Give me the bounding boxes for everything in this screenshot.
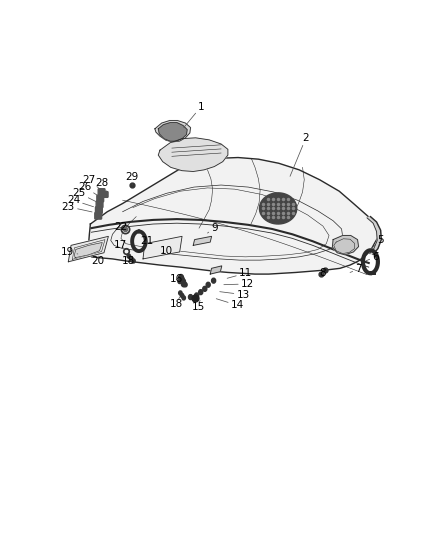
Text: 27: 27 <box>83 175 101 190</box>
Text: 28: 28 <box>95 178 109 191</box>
Circle shape <box>179 291 182 295</box>
Text: 12: 12 <box>224 279 254 289</box>
Text: 19: 19 <box>61 247 78 257</box>
Circle shape <box>212 278 215 283</box>
Text: 7: 7 <box>350 264 362 274</box>
Polygon shape <box>74 243 102 257</box>
Text: 17: 17 <box>113 240 127 251</box>
FancyBboxPatch shape <box>95 207 102 213</box>
Text: 21: 21 <box>141 236 154 246</box>
Polygon shape <box>158 123 187 141</box>
Circle shape <box>180 276 184 280</box>
Circle shape <box>199 290 203 295</box>
FancyBboxPatch shape <box>98 189 105 195</box>
Text: 24: 24 <box>67 195 94 207</box>
Text: 20: 20 <box>92 256 105 266</box>
FancyBboxPatch shape <box>97 195 104 202</box>
Text: 11: 11 <box>227 268 252 278</box>
Circle shape <box>179 274 184 280</box>
Text: 5: 5 <box>371 236 384 249</box>
Circle shape <box>194 293 199 298</box>
Polygon shape <box>158 138 228 172</box>
Circle shape <box>203 286 207 292</box>
Text: 9: 9 <box>208 223 218 233</box>
Text: 13: 13 <box>220 289 250 300</box>
Circle shape <box>182 296 185 300</box>
Polygon shape <box>88 158 379 274</box>
Polygon shape <box>259 193 297 224</box>
Text: 14: 14 <box>216 298 244 310</box>
Text: 23: 23 <box>62 202 92 212</box>
Polygon shape <box>193 236 212 245</box>
Polygon shape <box>155 120 191 142</box>
Polygon shape <box>68 236 108 262</box>
Text: 26: 26 <box>78 182 98 196</box>
Text: 15: 15 <box>191 301 205 312</box>
Text: 16: 16 <box>170 274 183 285</box>
Text: 25: 25 <box>73 188 96 201</box>
Text: 29: 29 <box>126 172 139 185</box>
Text: 10: 10 <box>159 246 173 256</box>
Circle shape <box>132 259 135 263</box>
Text: 2: 2 <box>290 133 309 176</box>
FancyBboxPatch shape <box>96 201 103 207</box>
Text: 6: 6 <box>366 252 379 262</box>
FancyBboxPatch shape <box>95 213 102 219</box>
Circle shape <box>127 254 131 258</box>
Text: 8: 8 <box>320 268 326 278</box>
Text: 18: 18 <box>170 297 183 309</box>
Polygon shape <box>332 236 359 255</box>
Circle shape <box>181 281 186 287</box>
Circle shape <box>182 279 185 284</box>
Text: 1: 1 <box>184 102 204 127</box>
Polygon shape <box>367 216 381 254</box>
Circle shape <box>184 282 187 287</box>
Circle shape <box>129 256 133 261</box>
Circle shape <box>188 295 193 300</box>
Circle shape <box>180 293 184 297</box>
Text: 18: 18 <box>122 256 135 266</box>
Circle shape <box>178 279 181 284</box>
Text: 22: 22 <box>114 222 127 232</box>
Polygon shape <box>210 266 222 274</box>
Polygon shape <box>143 236 182 259</box>
FancyBboxPatch shape <box>102 191 108 197</box>
Circle shape <box>206 282 210 287</box>
Circle shape <box>180 278 185 284</box>
